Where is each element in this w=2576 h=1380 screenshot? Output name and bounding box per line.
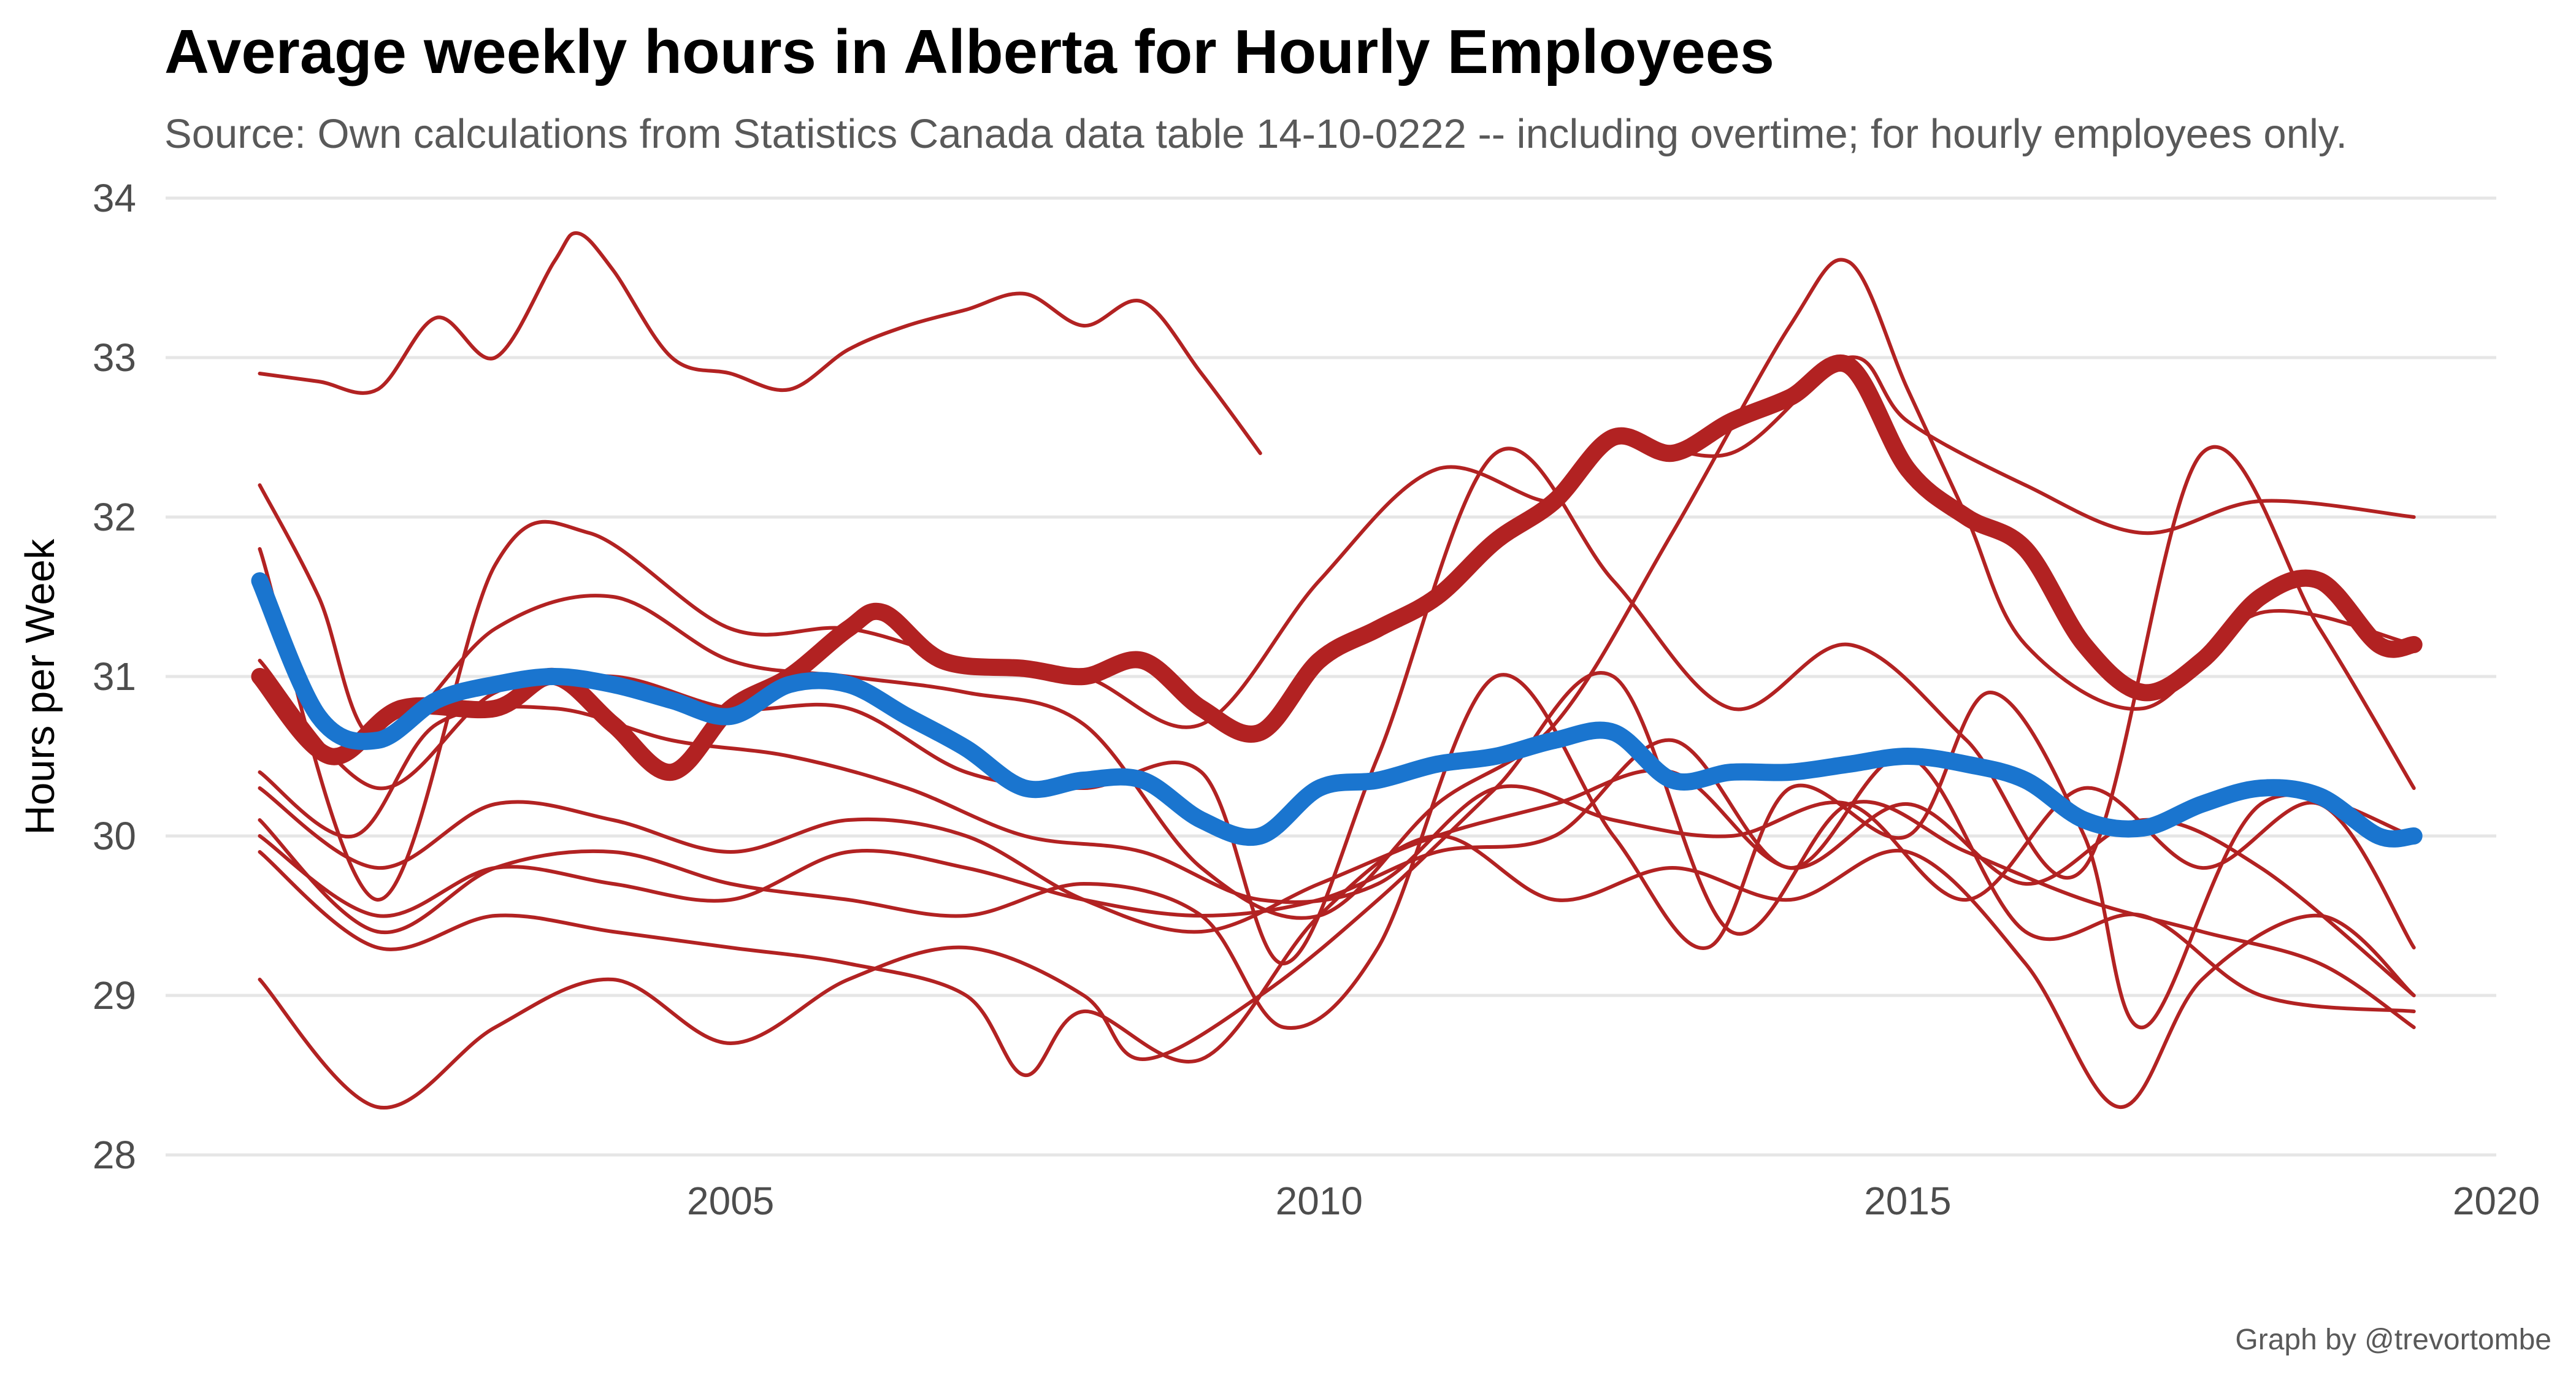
y-tick-label: 29 <box>93 973 136 1018</box>
chart-subtitle: Source: Own calculations from Statistics… <box>164 111 2347 157</box>
tick-labels: 28 29 30 31 32 33 34 2005 2010 2015 2020 <box>93 176 2540 1223</box>
industry-series-line <box>258 705 2416 949</box>
x-tick-label: 2015 <box>1864 1179 1951 1223</box>
industry-series-line <box>258 231 1262 455</box>
industry-series-line <box>258 673 2416 1030</box>
y-tick-label: 32 <box>93 495 136 539</box>
y-tick-label: 31 <box>93 654 136 699</box>
canada-trend-line <box>251 572 2423 848</box>
industry-series-line <box>258 768 2416 997</box>
y-tick-label: 30 <box>93 814 136 858</box>
y-tick-label: 28 <box>93 1133 136 1177</box>
x-tick-label: 2005 <box>687 1179 774 1223</box>
highlight-lines <box>251 355 2423 848</box>
industry-series-line <box>258 355 2416 902</box>
industry-series-line <box>258 738 2416 1013</box>
industry-series-line <box>258 670 2416 1110</box>
y-tick-label: 33 <box>93 335 136 380</box>
y-tick-label: 34 <box>93 176 136 220</box>
industry-lines <box>258 231 2416 1110</box>
industry-series-line <box>258 258 2416 920</box>
chart-title: Average weekly hours in Alberta for Hour… <box>164 18 1774 86</box>
x-tick-label: 2020 <box>2453 1179 2540 1223</box>
x-tick-label: 2010 <box>1276 1179 1363 1223</box>
canada-raw-dashed-line <box>258 580 2414 841</box>
credit-text: Graph by @trevortombe <box>2235 1324 2551 1356</box>
industry-series-line <box>258 834 2416 1110</box>
alberta-raw-dashed-line <box>258 361 2415 775</box>
alberta-trend-line <box>251 355 2423 781</box>
y-axis-title: Hours per Week <box>17 539 63 835</box>
